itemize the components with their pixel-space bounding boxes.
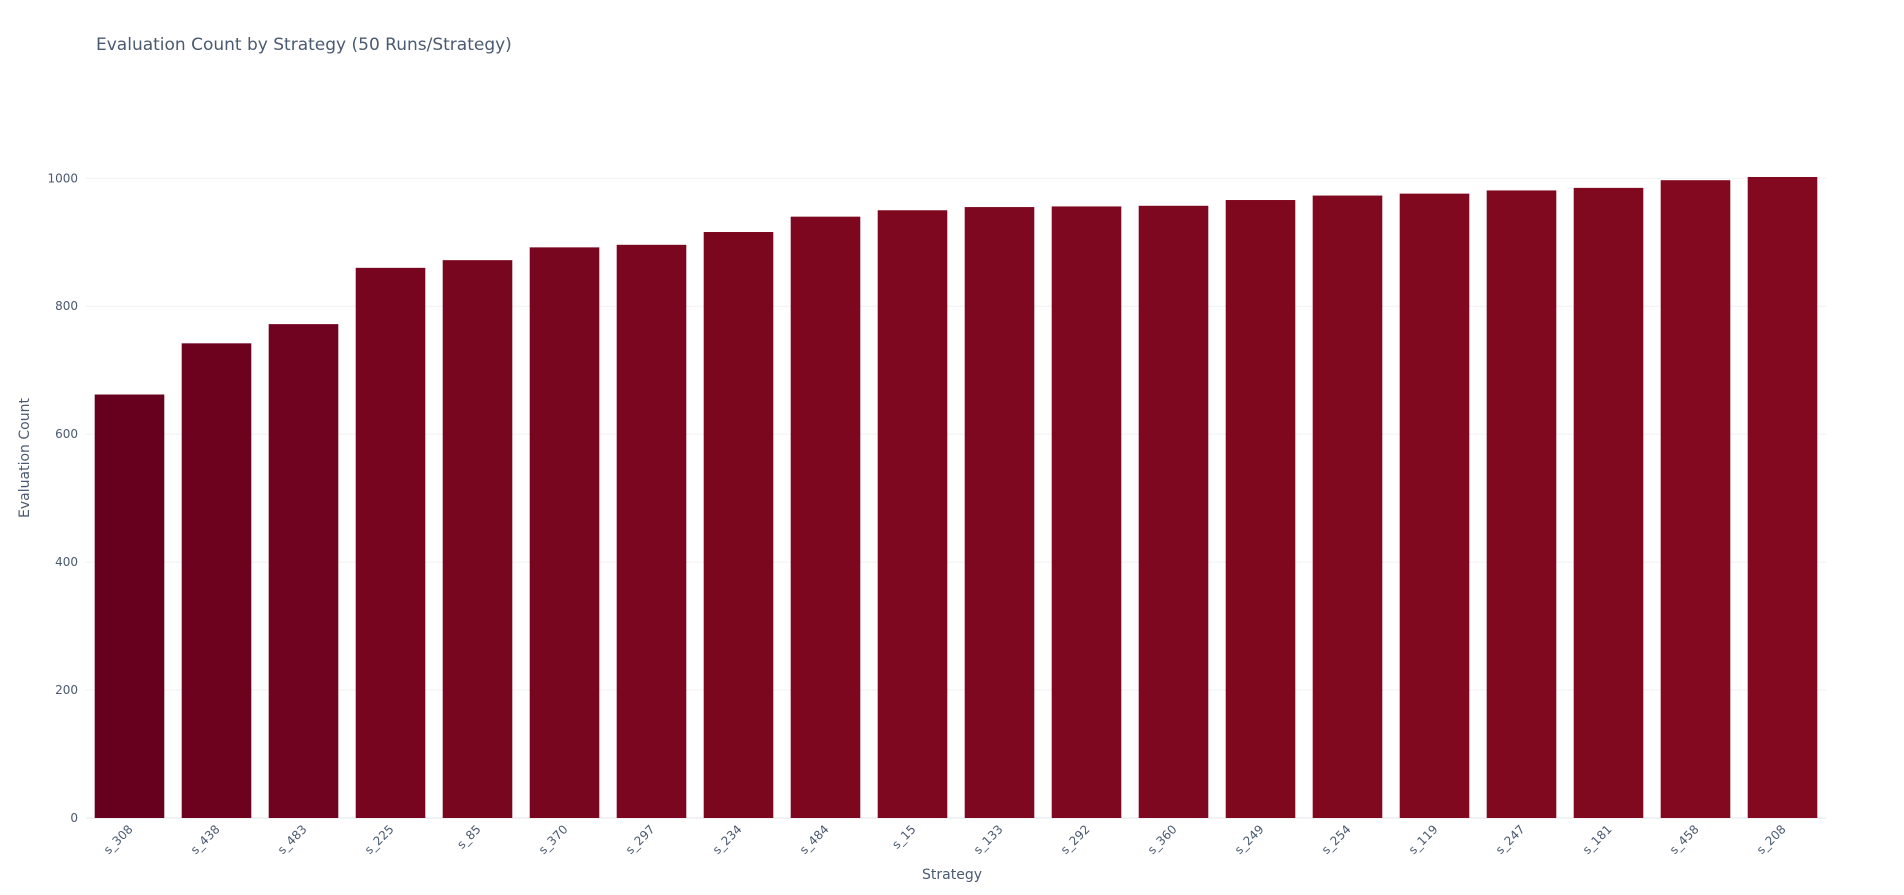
x-tick-label: s_225: [362, 822, 397, 857]
y-tick-label: 600: [55, 427, 78, 441]
bar-s_208[interactable]: [1747, 177, 1818, 818]
y-tick-label: 200: [55, 683, 78, 697]
x-tick-label: s_85: [454, 822, 483, 851]
y-axis-ticks: 0 200 400 600 800 1000: [47, 171, 78, 825]
x-tick-label: s_370: [536, 822, 571, 857]
bar-s_85[interactable]: [442, 260, 513, 818]
y-tick-label: 1000: [47, 171, 78, 185]
bar-s_181[interactable]: [1573, 187, 1644, 818]
x-axis-title: Strategy: [922, 867, 982, 883]
bar-s_249[interactable]: [1225, 200, 1296, 819]
x-tick-label: s_247: [1493, 822, 1528, 857]
bar-s_308[interactable]: [94, 394, 165, 818]
x-tick-label: s_234: [710, 822, 745, 857]
x-axis-ticks: s_308 s_438 s_483 s_225 s_85 s_370 s_297 s_234 s…: [101, 822, 1789, 857]
bar-s_370[interactable]: [529, 247, 600, 818]
x-tick-label: s_483: [275, 822, 310, 857]
x-tick-label: s_249: [1232, 822, 1267, 857]
y-tick-label: 800: [55, 299, 78, 313]
bar-s_133[interactable]: [964, 207, 1035, 818]
x-tick-label: s_308: [101, 822, 136, 857]
x-tick-label: s_254: [1319, 822, 1354, 857]
bar-s_225[interactable]: [355, 267, 426, 818]
bars: [94, 177, 1818, 819]
x-tick-label: s_208: [1754, 822, 1789, 857]
chart-title: Evaluation Count by Strategy (50 Runs/St…: [96, 35, 512, 55]
x-tick-label: s_458: [1667, 822, 1702, 857]
bar-s_292[interactable]: [1051, 206, 1122, 819]
bar-s_297[interactable]: [616, 244, 687, 819]
bar-s_119[interactable]: [1399, 193, 1470, 818]
x-tick-label: s_484: [797, 822, 832, 857]
bar-s_234[interactable]: [703, 232, 774, 818]
bar-s_247[interactable]: [1486, 190, 1557, 818]
x-tick-label: s_133: [971, 822, 1006, 857]
x-tick-label: s_119: [1406, 822, 1441, 857]
x-tick-label: s_297: [623, 822, 658, 857]
y-tick-label: 400: [55, 555, 78, 569]
bar-s_484[interactable]: [790, 216, 861, 819]
bar-s_438[interactable]: [181, 343, 252, 818]
y-tick-label: 0: [70, 811, 78, 825]
x-tick-label: s_15: [889, 822, 918, 851]
bar-s_360[interactable]: [1138, 205, 1209, 819]
bar-s_483[interactable]: [268, 324, 339, 818]
y-axis-title: Evaluation Count: [17, 398, 33, 518]
x-tick-label: s_181: [1580, 822, 1615, 857]
x-tick-label: s_292: [1058, 822, 1093, 857]
x-tick-label: s_360: [1145, 822, 1180, 857]
gridlines: [86, 177, 1826, 819]
bar-s_254[interactable]: [1312, 195, 1383, 819]
bar-s_15[interactable]: [877, 210, 948, 818]
bar-s_458[interactable]: [1660, 180, 1731, 818]
x-tick-label: s_438: [188, 822, 223, 857]
